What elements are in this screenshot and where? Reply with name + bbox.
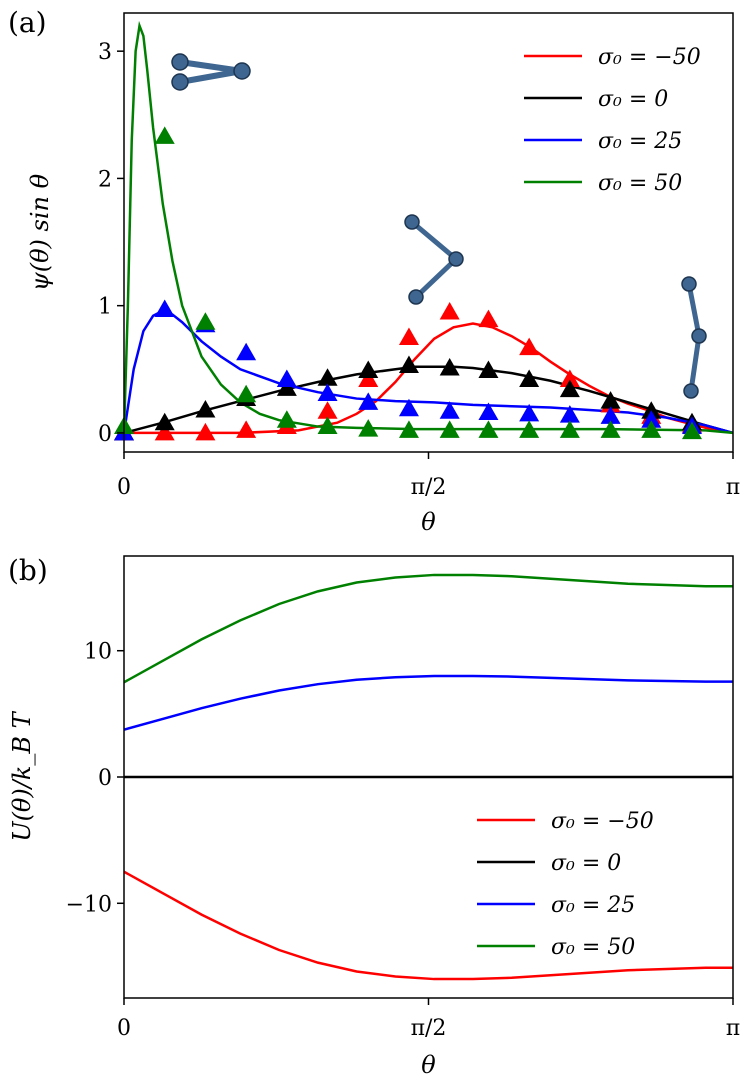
x-tick-label: π	[726, 475, 740, 500]
data-point-series-1-1	[154, 412, 175, 431]
legend-label-0: σ₀ = −50	[598, 45, 701, 70]
y-tick-label: 0	[98, 766, 112, 791]
data-point-series-3-2	[195, 312, 216, 330]
data-point-series-0-7	[398, 327, 419, 345]
panel-a-legend: σ₀ = −50 σ₀ = 0 σ₀ = 25 σ₀ = 50	[524, 45, 701, 196]
data-point-series-2-1	[154, 299, 175, 317]
legend-label-3: σ₀ = 50	[598, 171, 682, 196]
data-point-series-0-11	[559, 369, 580, 387]
x-tick-label: π	[726, 1016, 740, 1041]
data-point-series-0-9	[478, 309, 499, 328]
y-tick-label: 2	[98, 167, 112, 192]
data-point-series-0-2	[195, 422, 216, 441]
molecule-icon-open	[681, 276, 707, 399]
data-point-series-3-11	[559, 420, 580, 438]
y-tick-label: 3	[98, 40, 112, 65]
data-point-series-3-5	[317, 416, 338, 435]
y-tick-label: 10	[84, 640, 112, 665]
data-point-series-2-10	[519, 403, 540, 422]
data-point-series-2-4	[276, 369, 297, 387]
data-point-series-0-3	[236, 420, 257, 438]
data-point-series-1-10	[519, 369, 540, 387]
data-point-series-2-5	[317, 383, 338, 401]
data-point-series-1-8	[439, 358, 460, 376]
legend-label-0: σ₀ = −50	[551, 809, 654, 834]
data-point-series-1-7	[398, 355, 419, 373]
data-point-series-1-4	[276, 378, 297, 396]
x-tick-label: π/2	[411, 1016, 447, 1041]
data-point-series-1-6	[358, 360, 379, 379]
data-point-series-3-10	[519, 420, 540, 438]
data-point-series-1-12	[600, 391, 621, 409]
molecule-icon-bent	[404, 214, 464, 305]
data-point-series-3-4	[276, 410, 297, 428]
data-point-series-0-6	[358, 369, 379, 387]
data-point-series-0-1	[154, 422, 175, 441]
panel-b-legend: σ₀ = −50 σ₀ = 0 σ₀ = 25 σ₀ = 50	[477, 809, 654, 960]
legend-label-3: σ₀ = 50	[551, 935, 635, 960]
data-point-series-3-8	[439, 420, 460, 438]
data-point-series-2-12	[600, 406, 621, 424]
x-tick-label: π/2	[411, 475, 447, 500]
data-point-series-3-3	[236, 384, 257, 403]
data-point-series-3-12	[600, 420, 621, 438]
legend-label-1: σ₀ = 0	[598, 87, 668, 112]
data-point-series-3-14	[681, 421, 702, 440]
y-axis-label: U(θ)/k_B T	[8, 710, 36, 841]
x-tick-label: 0	[117, 475, 131, 500]
molecule-icon-closed	[171, 53, 251, 91]
data-point-series-2-8	[439, 401, 460, 419]
data-point-series-0-10	[519, 337, 540, 356]
data-point-series-1-9	[478, 360, 499, 379]
panel-a-chart: (a) 0 π/2 π 0 1 2 3 θ ψ(θ) sin θ	[8, 6, 740, 536]
x-tick-label: 0	[117, 1016, 131, 1041]
data-point-series-2-6	[358, 392, 379, 410]
data-point-series-0-5	[317, 401, 338, 419]
legend-label-1: σ₀ = 0	[551, 851, 621, 876]
y-tick-label: 1	[98, 295, 112, 320]
y-tick-label: −10	[66, 892, 112, 917]
axes-frame	[123, 12, 734, 453]
data-point-series-2-3	[236, 342, 257, 361]
x-axis-label: θ	[421, 1051, 436, 1079]
molecule-illustrations	[171, 53, 707, 399]
panel-a-label: (a)	[8, 6, 47, 39]
panel-b-label: (b)	[8, 554, 48, 587]
data-point-series-3-7	[398, 420, 419, 438]
data-point-series-2-9	[478, 402, 499, 421]
data-point-series-3-9	[478, 420, 499, 438]
legend-label-2: σ₀ = 25	[598, 129, 682, 154]
legend-label-2: σ₀ = 25	[551, 893, 635, 918]
data-point-series-1-11	[559, 379, 580, 398]
panel-b-plot: 0 π/2 π −10 0 10 θ U(θ)/k_B T	[8, 555, 740, 1079]
data-point-series-1-5	[317, 368, 338, 386]
data-point-series-0-8	[439, 302, 460, 320]
data-point-series-3-13	[641, 420, 662, 438]
panel-a-plot: 0 π/2 π 0 1 2 3 θ ψ(θ) sin θ	[26, 12, 740, 536]
data-point-series-1-13	[641, 401, 662, 419]
y-tick-label: 0	[98, 422, 112, 447]
y-axis-label: ψ(θ) sin θ	[26, 173, 54, 291]
data-point-series-1-2	[195, 400, 216, 418]
series-line-3	[124, 573, 733, 684]
plot-area	[124, 573, 733, 981]
data-point-series-2-7	[398, 398, 419, 417]
data-point-series-2-13	[641, 410, 662, 428]
data-point-series-2-11	[559, 405, 580, 423]
data-point-series-3-1	[154, 126, 175, 144]
series-line-2	[124, 309, 733, 435]
data-point-series-3-6	[358, 419, 379, 437]
x-axis-label: θ	[421, 508, 436, 536]
series-line-0	[124, 870, 733, 981]
series-line-2	[124, 674, 733, 731]
